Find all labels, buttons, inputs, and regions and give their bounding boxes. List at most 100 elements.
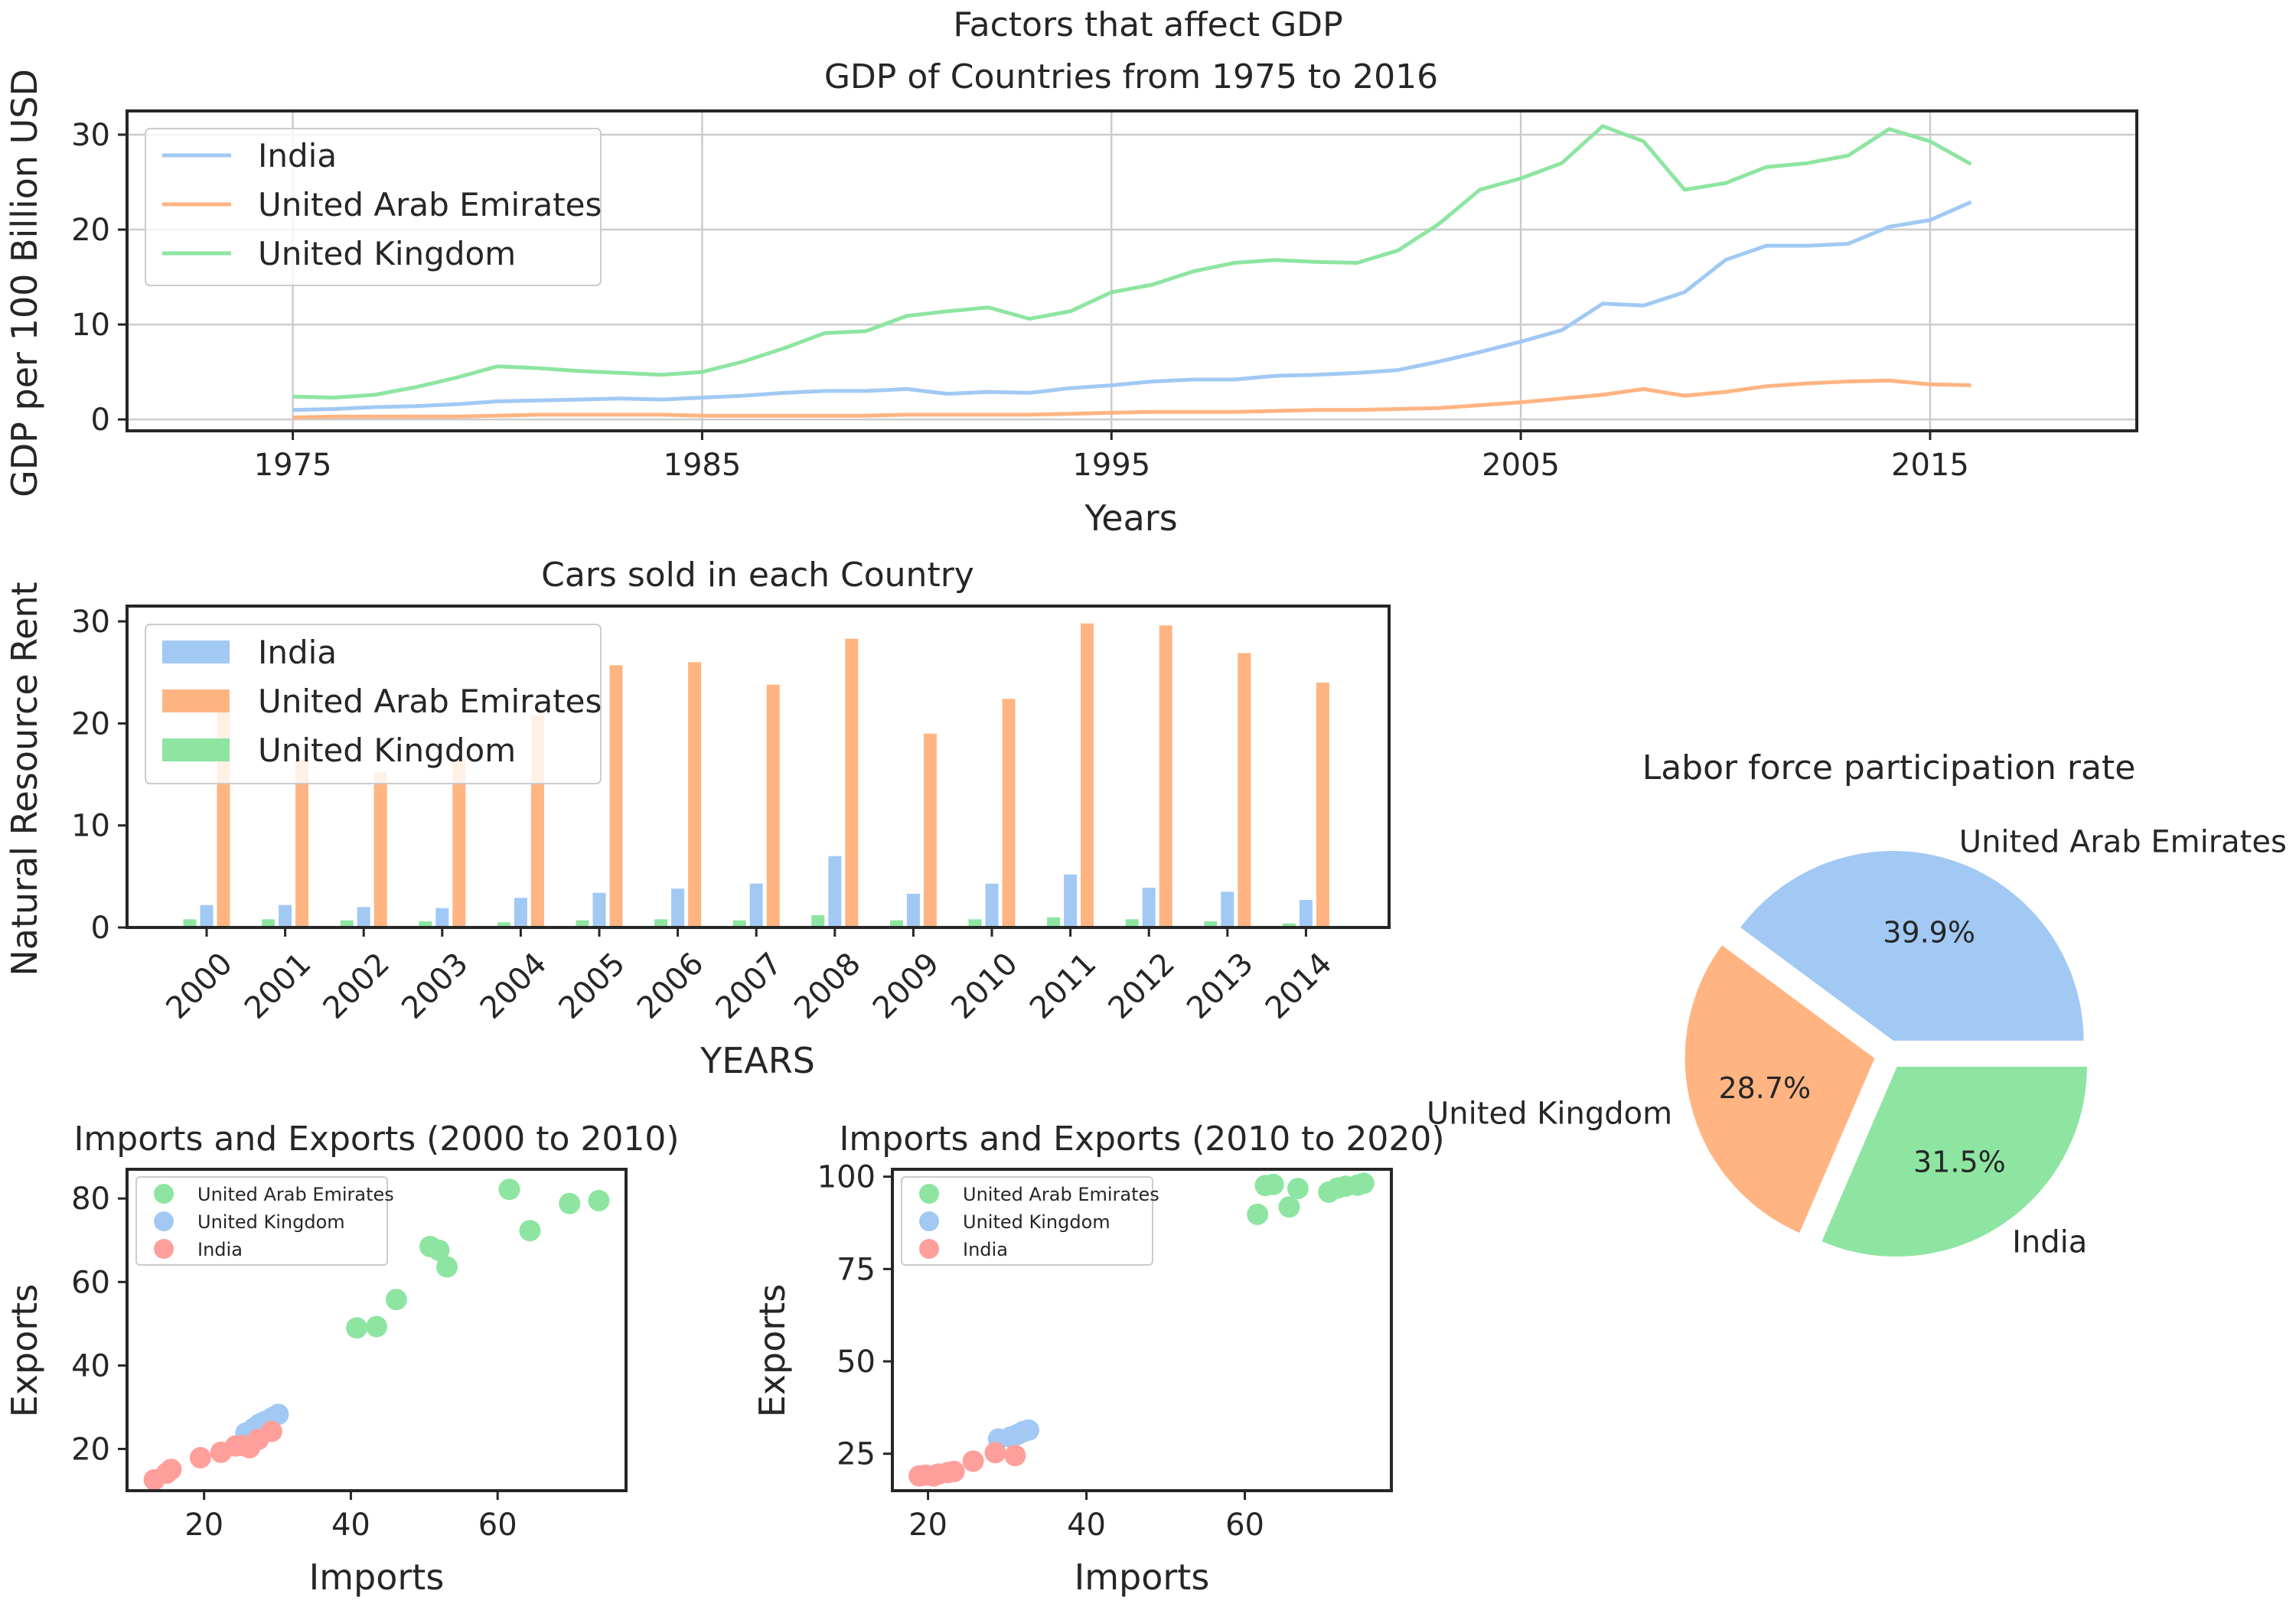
gdp-legend-label: India xyxy=(258,137,337,174)
scatter2-xtick-label: 20 xyxy=(908,1508,947,1543)
cars-bar xyxy=(279,905,292,927)
cars-xtick-label: 2008 xyxy=(788,946,868,1026)
scatter2-xtick-label: 40 xyxy=(1067,1508,1106,1543)
gdp-legend: India United Arab Emirates United Kingdom xyxy=(145,128,602,286)
cars-xtick-label: 2009 xyxy=(866,946,947,1026)
cars-ytick-label: 30 xyxy=(71,605,110,640)
cars-bar xyxy=(1238,653,1251,927)
gdp-xtick-label: 1985 xyxy=(664,448,742,483)
gdp-series-line xyxy=(292,378,1971,420)
gdp-grid xyxy=(127,111,2137,431)
cars-legend-swatch xyxy=(162,641,230,663)
scatter1-legend-label: India xyxy=(197,1239,243,1260)
scatter1-ytick-label: 60 xyxy=(71,1265,110,1300)
cars-bar xyxy=(923,733,937,927)
scatter1-points xyxy=(143,1178,610,1491)
scatter1-x-label: Imports xyxy=(309,1556,445,1598)
cars-ytick-label: 20 xyxy=(71,706,110,742)
cars-bar xyxy=(435,908,449,927)
scatter1-legend-marker xyxy=(154,1211,174,1231)
scatter1-point xyxy=(385,1289,407,1311)
scatter1-point xyxy=(559,1192,581,1214)
scatter1-legend-label: United Arab Emirates xyxy=(197,1184,394,1205)
cars-xtick-label: 2011 xyxy=(1023,946,1104,1026)
gdp-frame xyxy=(126,109,2138,432)
cars-bar xyxy=(1002,699,1016,927)
cars-xtick-label: 2004 xyxy=(474,946,554,1026)
pie-pct-label: 28.7% xyxy=(1718,1071,1811,1105)
gdp-y-label: GDP per 100 Billion USD xyxy=(4,69,45,497)
cars-xtick-label: 2012 xyxy=(1102,946,1182,1026)
scatter1-y-label: Exports xyxy=(4,1284,45,1418)
scatter2-xtick-label: 60 xyxy=(1225,1508,1264,1543)
cars-legend-label: United Arab Emirates xyxy=(258,683,602,720)
scatter1-legend-items: United Arab Emirates United Kingdom India xyxy=(154,1184,394,1260)
scatter2-points xyxy=(908,1172,1375,1487)
figure-suptitle: Factors that affect GDP xyxy=(953,5,1342,44)
gdp-xtick-label: 1995 xyxy=(1072,448,1150,483)
gdp-ytick-label: 20 xyxy=(71,213,110,248)
cars-legend-swatch xyxy=(162,689,230,712)
pie-slices: 39.9% United Arab Emirates 28.7% United Kin… xyxy=(1427,825,2287,1260)
scatter1-ytick-label: 80 xyxy=(71,1182,110,1217)
scatter1-point xyxy=(189,1446,211,1468)
cars-bar-chart: Cars sold in each Country YEARS Natural … xyxy=(4,556,1391,1081)
cars-bar xyxy=(968,919,982,927)
cars-bar xyxy=(1047,917,1061,927)
gdp-legend-label: United Kingdom xyxy=(258,235,516,272)
cars-bar xyxy=(1282,923,1296,927)
scatter2-y-label: Exports xyxy=(752,1284,793,1418)
scatter2-chart: Imports and Exports (2010 to 2020) Impor… xyxy=(752,1120,1445,1598)
scatter2-legend-box xyxy=(901,1176,1153,1266)
scatter2-ytick-label: 75 xyxy=(837,1252,876,1287)
scatter2-point xyxy=(1352,1172,1375,1195)
scatter1-xtick-label: 60 xyxy=(478,1508,517,1543)
cars-bar xyxy=(357,907,370,927)
scatter2-point xyxy=(1287,1178,1309,1200)
scatter2-legend-label: India xyxy=(963,1239,1008,1260)
gdp-xtick-label: 2015 xyxy=(1891,448,1969,483)
cars-bar xyxy=(452,759,466,927)
scatter2-legend-marker xyxy=(919,1239,939,1259)
scatter1-chart: Imports and Exports (2000 to 2010) Impor… xyxy=(4,1120,680,1598)
pie-pct-label: 39.9% xyxy=(1883,916,1975,950)
scatter2-point xyxy=(1262,1173,1284,1195)
scatter1-point xyxy=(519,1220,541,1242)
scatter1-title: Imports and Exports (2000 to 2010) xyxy=(73,1120,679,1159)
gdp-series-line xyxy=(292,200,1972,412)
scatter1-ytick-label: 40 xyxy=(71,1348,110,1384)
scatter2-axes: 20 40 60 25 50 75 100 xyxy=(817,1160,1393,1543)
cars-legend-swatch xyxy=(162,738,230,761)
cars-xtick-label: 2010 xyxy=(944,946,1025,1026)
cars-bar xyxy=(609,665,623,927)
gdp-xtick-label: 1975 xyxy=(254,448,332,483)
scatter1-point xyxy=(428,1239,450,1261)
pie-slice-label: India xyxy=(2012,1225,2087,1260)
cars-bar xyxy=(497,922,510,927)
cars-bar xyxy=(1316,683,1329,927)
gdp-series-line xyxy=(292,124,1972,400)
gdp-xtick-label: 2005 xyxy=(1482,448,1560,483)
cars-bar xyxy=(419,921,432,927)
scatter1-legend-marker xyxy=(154,1184,174,1204)
scatter1-xtick-label: 40 xyxy=(331,1508,370,1543)
cars-bar xyxy=(1159,625,1172,927)
gdp-legend-box xyxy=(145,128,602,286)
pie-slice-label: United Kingdom xyxy=(1427,1096,1672,1131)
scatter1-point xyxy=(436,1256,458,1278)
scatter1-xtick-label: 20 xyxy=(184,1508,223,1543)
cars-xtick-label: 2002 xyxy=(317,946,397,1026)
cars-xtick-label: 2003 xyxy=(395,946,475,1026)
pie-slice-label: United Arab Emirates xyxy=(1959,825,2287,860)
scatter1-point xyxy=(267,1403,289,1426)
scatter2-title: Imports and Exports (2010 to 2020) xyxy=(839,1120,1444,1159)
scatter2-legend-marker xyxy=(919,1184,939,1204)
cars-bar xyxy=(1064,874,1078,927)
pie-slice xyxy=(1683,943,1877,1235)
scatter1-legend: United Arab Emirates United Kingdom India xyxy=(135,1176,394,1266)
cars-bar xyxy=(766,684,780,927)
cars-xtick-label: 2005 xyxy=(552,946,632,1026)
gdp-ytick-label: 0 xyxy=(91,403,110,438)
cars-bar xyxy=(1125,919,1139,927)
cars-frame xyxy=(126,605,1391,929)
